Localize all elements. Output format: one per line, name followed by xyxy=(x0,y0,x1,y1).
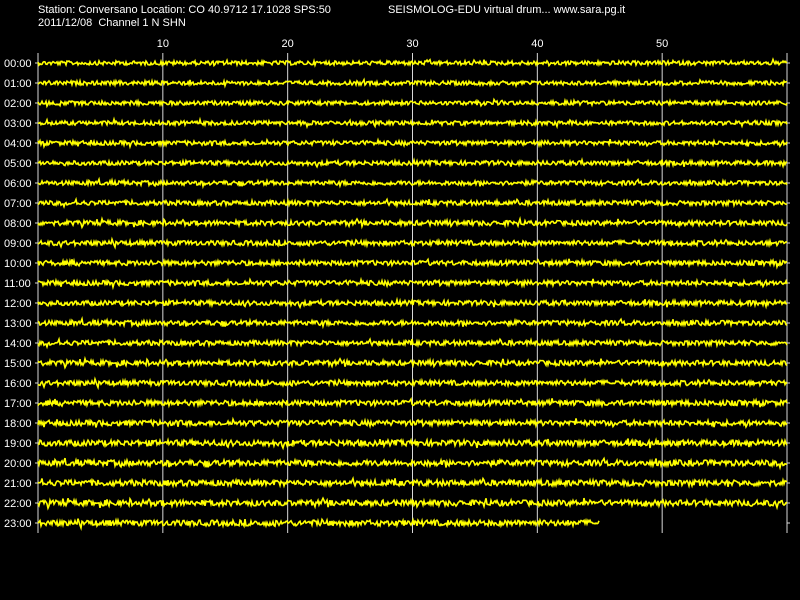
trace-1800 xyxy=(37,416,788,430)
x-tick-label-10: 10 xyxy=(157,38,169,50)
trace-2200 xyxy=(37,496,788,511)
row-label-0500: 05:00 xyxy=(4,158,32,170)
x-tick-label-50: 50 xyxy=(656,38,668,50)
trace-1900 xyxy=(37,437,788,451)
grid-layer xyxy=(35,53,790,533)
row-label-1600: 16:00 xyxy=(4,378,32,390)
row-label-0700: 07:00 xyxy=(4,198,32,210)
row-label-0100: 01:00 xyxy=(4,78,32,90)
trace-2300 xyxy=(37,517,600,532)
trace-0100 xyxy=(37,77,788,89)
x-tick-label-40: 40 xyxy=(531,38,543,50)
row-label-0600: 06:00 xyxy=(4,178,32,190)
row-label-0000: 00:00 xyxy=(4,58,32,70)
station-info: Station: Conversano Location: CO 40.9712… xyxy=(38,4,331,16)
x-tick-label-30: 30 xyxy=(406,38,418,50)
row-label-1400: 14:00 xyxy=(4,338,32,350)
row-label-2000: 20:00 xyxy=(4,458,32,470)
trace-1000 xyxy=(37,257,788,270)
trace-1500 xyxy=(37,355,788,370)
row-label-0400: 04:00 xyxy=(4,138,32,150)
row-label-1900: 19:00 xyxy=(4,438,32,450)
row-label-1300: 13:00 xyxy=(4,318,32,330)
trace-0500 xyxy=(37,156,788,169)
trace-0200 xyxy=(37,97,788,109)
row-label-2100: 21:00 xyxy=(4,478,32,490)
row-label-1500: 15:00 xyxy=(4,358,32,370)
row-label-1200: 12:00 xyxy=(4,298,32,310)
row-label-1000: 10:00 xyxy=(4,258,32,270)
trace-1400 xyxy=(37,336,788,350)
trace-0000 xyxy=(37,57,788,68)
trace-0400 xyxy=(37,137,788,150)
row-label-1100: 11:00 xyxy=(4,278,31,290)
x-tick-labels: 10 20 30 40 50 xyxy=(157,38,669,50)
row-label-1700: 17:00 xyxy=(4,398,32,410)
row-label-0900: 09:00 xyxy=(4,238,32,250)
trace-0700 xyxy=(37,196,788,209)
trace-1200 xyxy=(37,296,788,310)
trace-2000 xyxy=(37,456,788,471)
row-label-0200: 02:00 xyxy=(4,98,32,110)
trace-0300 xyxy=(37,116,788,130)
trace-0800 xyxy=(37,215,788,230)
trace-0600 xyxy=(37,176,788,190)
row-label-2300: 23:00 xyxy=(4,518,32,530)
date-channel-info: 2011/12/08 Channel 1 N SHN xyxy=(38,17,186,29)
x-tick-label-20: 20 xyxy=(282,38,294,50)
row-labels: 00:00 01:00 02:00 03:00 04:00 05:00 06:00 07:00… xyxy=(4,58,32,530)
trace-1700 xyxy=(37,397,788,409)
app-title: SEISMOLOG-EDU virtual drum... www.sara.p… xyxy=(388,4,626,16)
trace-1100 xyxy=(37,276,788,291)
trace-0900 xyxy=(37,236,788,250)
row-label-0800: 08:00 xyxy=(4,218,32,230)
row-label-2200: 22:00 xyxy=(4,498,32,510)
trace-2100 xyxy=(37,475,788,489)
traces xyxy=(37,57,788,532)
trace-1300 xyxy=(37,316,788,330)
row-label-0300: 03:00 xyxy=(4,118,32,130)
trace-1600 xyxy=(37,376,788,391)
row-label-1800: 18:00 xyxy=(4,418,32,430)
